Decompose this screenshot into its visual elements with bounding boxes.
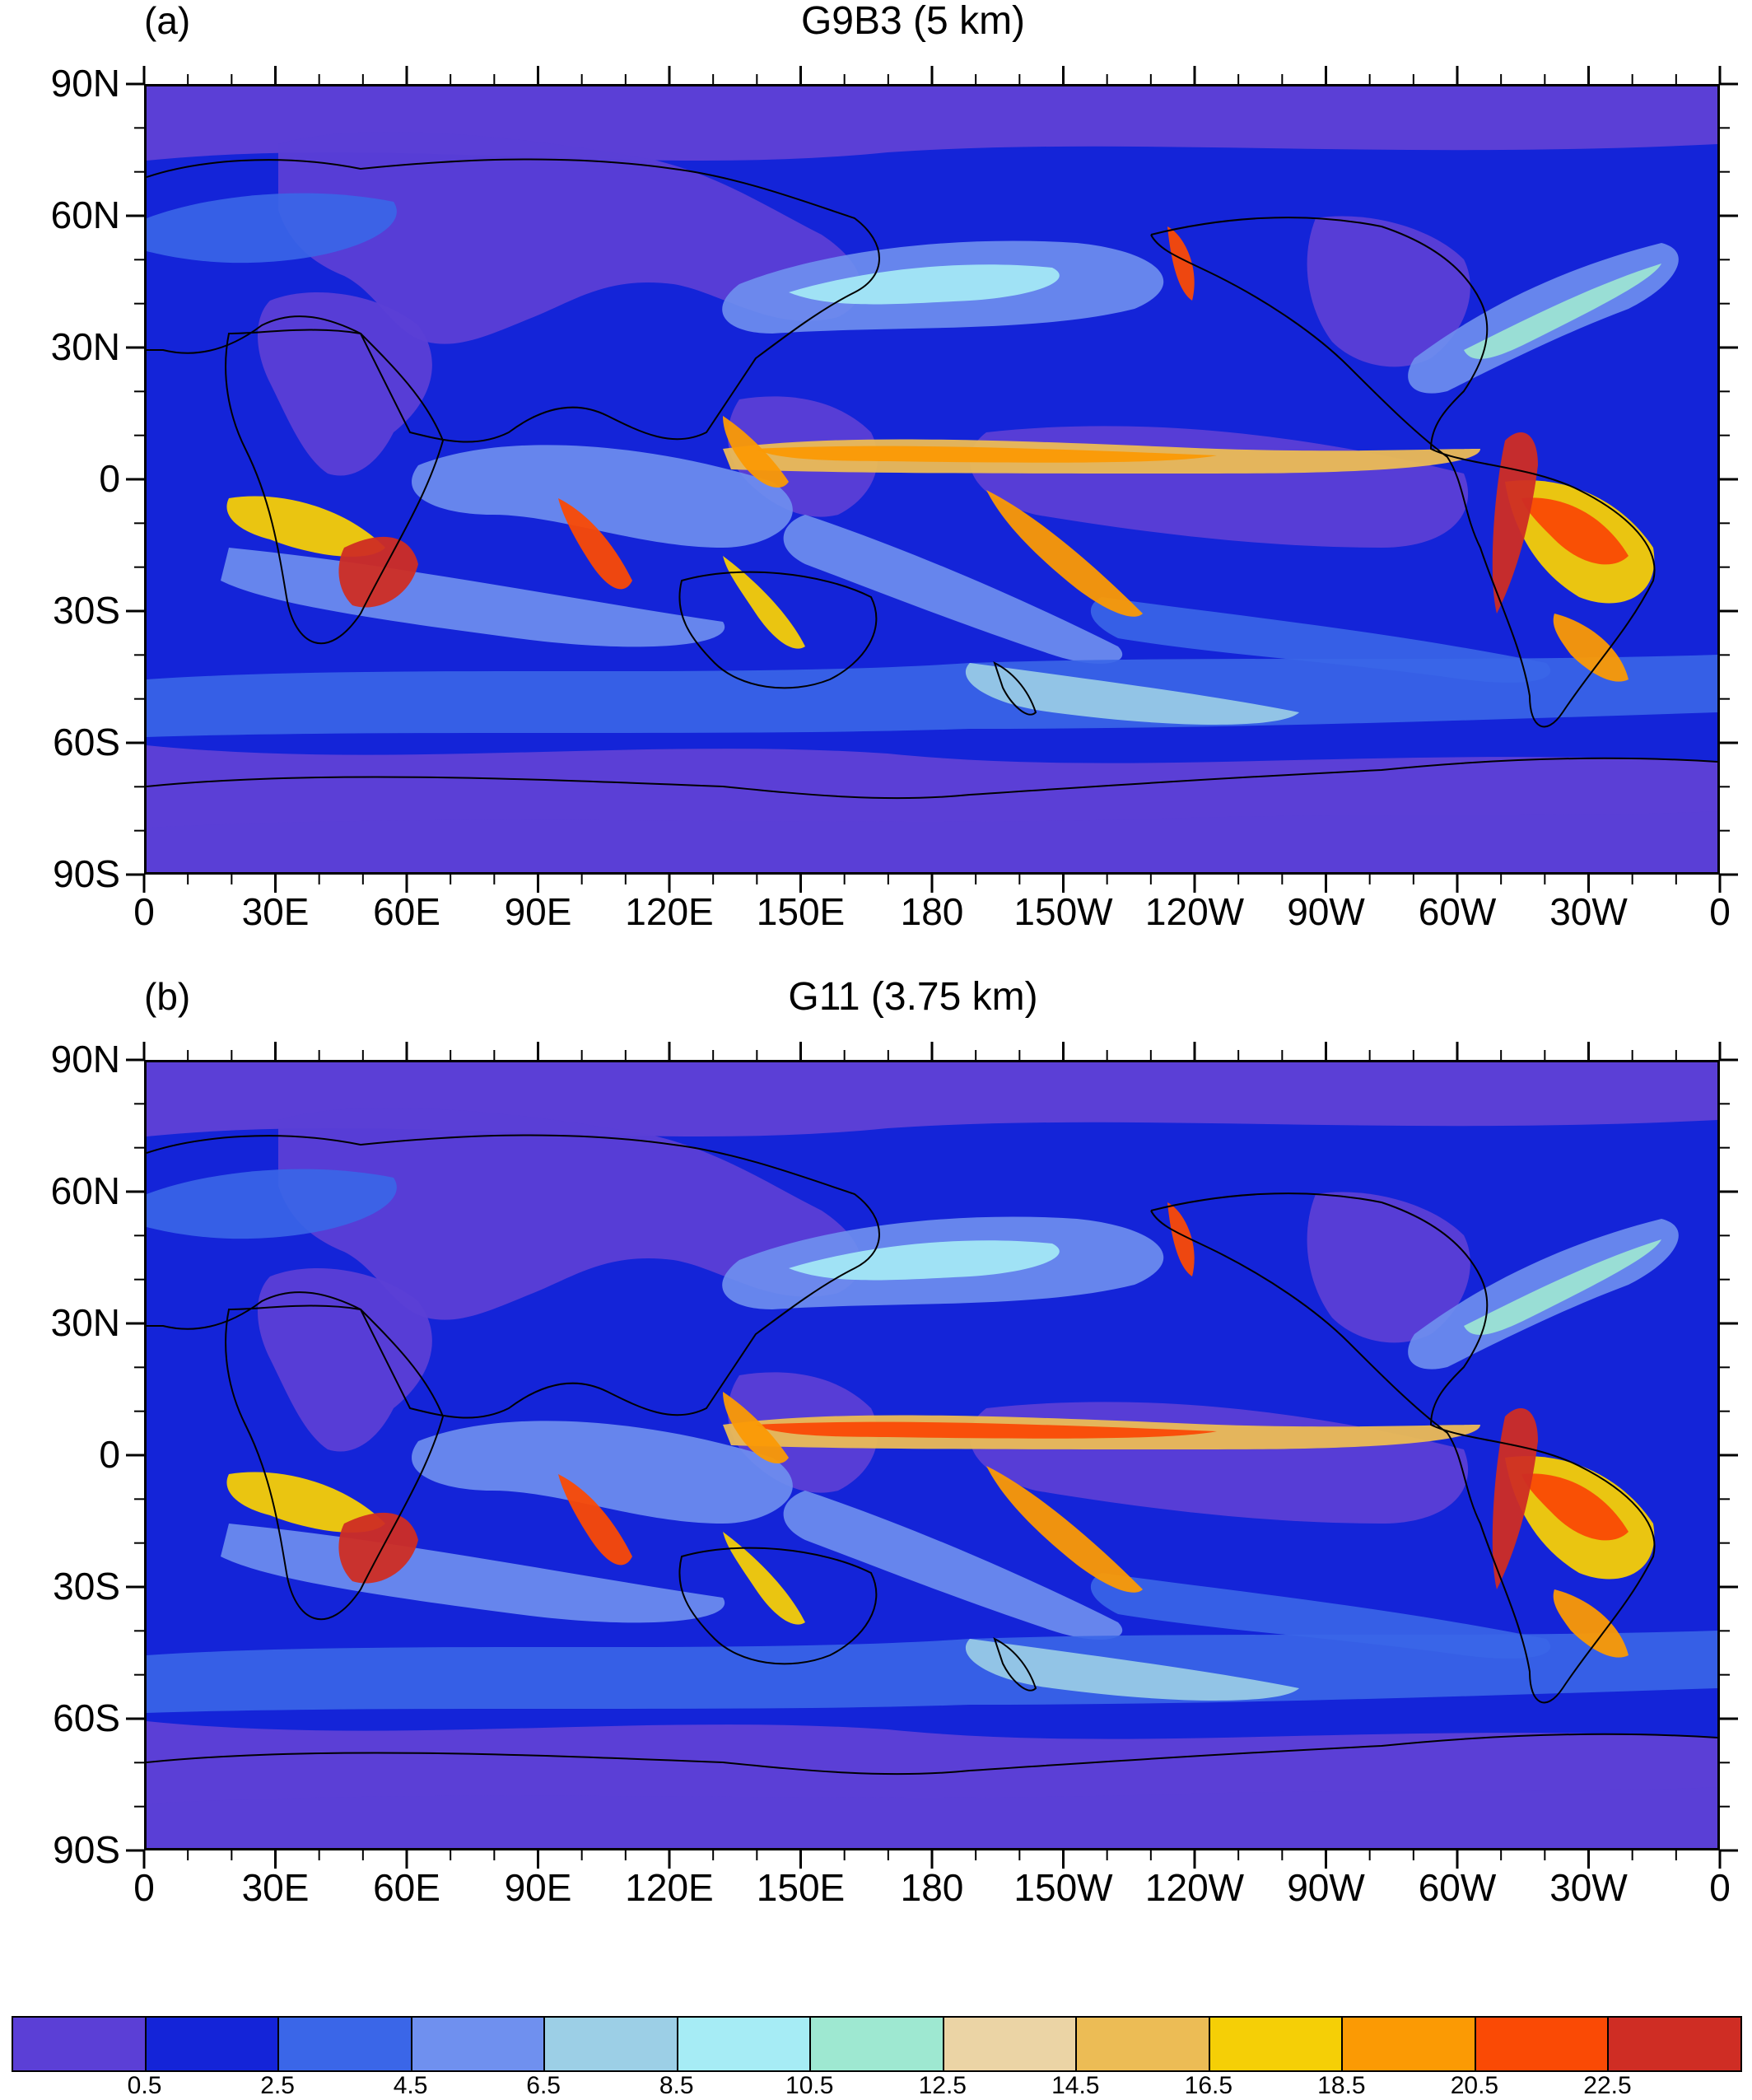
panel-label: (a): [144, 0, 191, 42]
y-tick-label: 30N: [50, 325, 120, 368]
y-tick-label: 60N: [50, 194, 120, 236]
map-artwork: [147, 86, 1717, 872]
colorbar-swatch: [1474, 2016, 1610, 2072]
panel-label: (b): [144, 975, 191, 1018]
y-tick-label: 60S: [53, 721, 120, 763]
y-tick-label: 30S: [53, 1565, 120, 1608]
x-tick-label: 180: [900, 890, 964, 933]
x-tick-label: 30E: [241, 890, 310, 933]
colorbar-label: 22.5: [1583, 2072, 1632, 2099]
x-tick-label: 0: [133, 890, 155, 933]
y-tick-label: 90S: [53, 852, 120, 895]
x-tick-label: 0: [133, 1866, 155, 1909]
x-tick-label: 60W: [1418, 1866, 1497, 1909]
x-tick-label: 30E: [241, 1866, 310, 1909]
x-tick-label: 30W: [1549, 890, 1628, 933]
colorbar-label: 12.5: [918, 2072, 967, 2099]
x-tick-label: 90E: [504, 1866, 572, 1909]
colorbar-label: 4.5: [393, 2072, 428, 2099]
panel-title: G9B3 (5 km): [800, 0, 1026, 43]
y-tick-label: 30N: [50, 1301, 120, 1344]
y-tick-label: 90N: [50, 1038, 120, 1080]
y-tick-label: 0: [99, 1433, 120, 1476]
x-tick-label: 60W: [1418, 890, 1497, 933]
colorbar-swatch: [676, 2016, 812, 2072]
y-tick-label: 90N: [50, 62, 120, 105]
colorbar-swatch: [12, 2016, 147, 2072]
y-tick-label: 60S: [53, 1696, 120, 1739]
x-tick-label: 0: [1709, 1866, 1731, 1909]
colorbar-swatch: [1208, 2016, 1344, 2072]
colorbar-swatch: [410, 2016, 546, 2072]
colorbar-swatch: [1341, 2016, 1476, 2072]
colorbar-swatch: [144, 2016, 280, 2072]
colorbar-swatch: [1607, 2016, 1742, 2072]
x-tick-label: 60E: [373, 1866, 440, 1909]
colorbar-label: 8.5: [659, 2072, 694, 2099]
colorbar-swatch: [942, 2016, 1078, 2072]
x-tick-label: 120E: [625, 890, 714, 933]
colorbar-label: 20.5: [1450, 2072, 1499, 2099]
y-tick-label: 60N: [50, 1169, 120, 1212]
panel-title: G11 (3.75 km): [788, 975, 1038, 1019]
y-tick-label: 30S: [53, 589, 120, 632]
precipitation-map: [144, 1060, 1720, 1850]
colorbar-label: 6.5: [526, 2072, 561, 2099]
colorbar: [12, 2016, 1742, 2072]
colorbar-label: 10.5: [785, 2072, 834, 2099]
x-tick-label: 120W: [1144, 890, 1245, 933]
panel-b: (b) G11 (3.75 km) 90N 60N 30N 0 30S 60S 90S 0 3…: [0, 975, 1752, 1956]
colorbar-swatch: [277, 2016, 412, 2072]
x-tick-label: 90W: [1287, 1866, 1365, 1909]
x-tick-label: 180: [900, 1866, 964, 1909]
x-tick-label: 150E: [756, 1866, 846, 1909]
colorbar-label: 16.5: [1184, 2072, 1233, 2099]
x-tick-label: 90W: [1287, 890, 1365, 933]
x-tick-label: 150E: [756, 890, 846, 933]
colorbar-swatch: [1075, 2016, 1210, 2072]
map-artwork: [147, 1062, 1717, 1848]
y-tick-label: 90S: [53, 1828, 120, 1871]
precipitation-map: [144, 84, 1720, 875]
x-tick-label: 0: [1709, 890, 1731, 933]
x-tick-label: 60E: [373, 890, 440, 933]
x-tick-label: 120W: [1144, 1866, 1245, 1909]
colorbar-label: 2.5: [260, 2072, 295, 2099]
colorbar-label: 18.5: [1317, 2072, 1366, 2099]
colorbar-label: 14.5: [1051, 2072, 1100, 2099]
colorbar-swatch: [543, 2016, 678, 2072]
colorbar-label: 0.5: [127, 2072, 162, 2099]
x-tick-label: 30W: [1549, 1866, 1628, 1909]
x-tick-label: 90E: [504, 890, 572, 933]
x-tick-label: 150W: [1013, 890, 1113, 933]
panel-a: (a) G9B3 (5 km) 90N 60N 30N 0 30S 60S 90S 0 30E…: [0, 0, 1752, 980]
x-tick-label: 150W: [1013, 1866, 1113, 1909]
y-tick-label: 0: [99, 457, 120, 500]
x-tick-label: 120E: [625, 1866, 714, 1909]
colorbar-swatch: [809, 2016, 944, 2072]
